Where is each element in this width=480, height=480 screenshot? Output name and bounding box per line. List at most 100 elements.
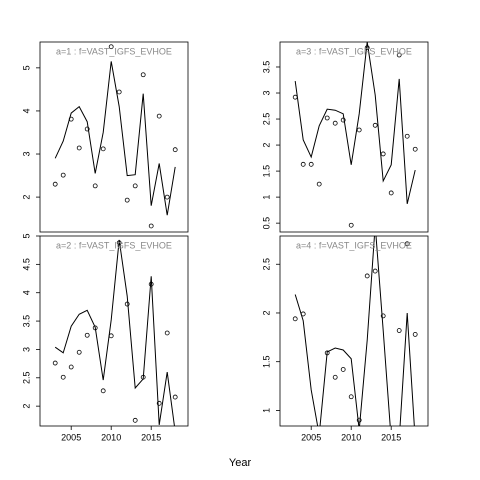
fit-line — [54, 239, 175, 426]
data-point — [324, 115, 330, 121]
data-point — [332, 374, 338, 380]
y-tick-label: 3.5 — [261, 61, 271, 74]
data-point — [340, 367, 346, 372]
panel-border — [279, 235, 429, 427]
strip-title: a=3 : f=VAST_IGFS_EVHOE — [296, 46, 412, 56]
data-point — [172, 147, 178, 153]
data-point — [52, 181, 58, 187]
data-point — [84, 126, 90, 132]
data-point — [316, 181, 322, 187]
data-point — [164, 194, 170, 200]
x-tick-label: 2005 — [301, 432, 321, 442]
data-point — [68, 364, 74, 370]
data-point — [156, 113, 162, 119]
data-point — [412, 146, 418, 152]
data-point — [124, 301, 130, 307]
data-point — [156, 400, 162, 406]
plot-area — [52, 44, 178, 229]
data-point — [364, 273, 370, 279]
data-point — [116, 240, 122, 246]
y-tick-label: 3 — [21, 347, 31, 352]
x-tick-label: 2005 — [61, 432, 81, 442]
panel-border — [39, 235, 189, 427]
data-point — [332, 120, 338, 126]
data-point — [412, 332, 418, 337]
data-point — [404, 133, 410, 139]
data-point — [348, 394, 354, 400]
y-tick-label: 2 — [21, 404, 31, 409]
fit-line — [294, 236, 415, 426]
y-tick-label: 4 — [21, 290, 31, 295]
y-tick-label: 3 — [261, 91, 271, 96]
plot-area — [52, 239, 178, 426]
y-tick-label: 2.5 — [261, 258, 271, 271]
y-tick-label: 0.5 — [261, 217, 271, 230]
y-tick-label: 4.5 — [21, 258, 31, 271]
y-tick-label: 2 — [21, 195, 31, 200]
y-tick-label: 1.5 — [261, 355, 271, 368]
fit-line — [54, 61, 176, 216]
panel-border — [279, 41, 429, 233]
y-tick-label: 2.5 — [21, 372, 31, 385]
data-point — [132, 417, 138, 423]
data-point — [172, 394, 178, 400]
data-point — [124, 197, 130, 203]
data-point — [356, 417, 362, 423]
data-point — [380, 313, 386, 319]
data-point — [100, 146, 106, 152]
y-tick-label: 3 — [21, 152, 31, 157]
data-point — [92, 325, 98, 331]
data-point — [404, 241, 410, 247]
data-point — [76, 349, 82, 355]
data-point — [116, 89, 122, 95]
x-tick-label: 2010 — [341, 432, 361, 442]
y-tick-label: 5 — [21, 65, 31, 70]
data-point — [300, 311, 306, 317]
plot-area — [292, 42, 418, 228]
x-tick-label: 2015 — [381, 432, 401, 442]
data-point — [132, 183, 138, 189]
data-point — [60, 374, 66, 380]
strip-title: a=1 : f=VAST_IGFS_EVHOE — [56, 46, 172, 56]
y-tick-label: 2 — [261, 310, 271, 315]
data-point — [292, 94, 298, 100]
panel-border — [39, 41, 189, 233]
data-point — [340, 117, 346, 123]
y-tick-label: 2.5 — [261, 113, 271, 126]
data-point — [140, 374, 146, 380]
data-point — [348, 222, 354, 228]
strip-title: a=4 : f=VAST_IGFS_EVHOE — [296, 240, 412, 250]
y-tick-label: 5 — [21, 233, 31, 238]
data-point — [148, 281, 154, 287]
data-point — [60, 172, 66, 178]
plot-area — [292, 236, 418, 426]
data-point — [108, 44, 114, 50]
data-point — [92, 183, 98, 189]
data-point — [100, 388, 106, 394]
data-point — [140, 72, 146, 78]
fit-line — [294, 42, 416, 205]
data-point — [292, 316, 298, 322]
y-tick-label: 1.5 — [261, 165, 271, 178]
data-point — [84, 332, 90, 338]
data-point — [68, 116, 74, 122]
data-point — [52, 360, 58, 366]
data-point — [380, 151, 386, 157]
data-point — [164, 330, 170, 336]
data-point — [148, 223, 154, 229]
y-tick-label: 2 — [261, 143, 271, 148]
data-point — [396, 52, 402, 58]
strip-title: a=2 : f=VAST_IGFS_EVHOE — [56, 240, 172, 250]
x-tick-label: 2010 — [101, 432, 121, 442]
x-tick-label: 2015 — [141, 432, 161, 442]
x-axis-label: Year — [229, 457, 252, 469]
data-point — [324, 350, 330, 356]
y-tick-label: 1 — [261, 408, 271, 413]
data-point — [372, 268, 378, 274]
y-tick-label: 1 — [261, 195, 271, 200]
data-point — [388, 190, 394, 196]
data-point — [372, 122, 378, 128]
data-point — [356, 127, 362, 133]
